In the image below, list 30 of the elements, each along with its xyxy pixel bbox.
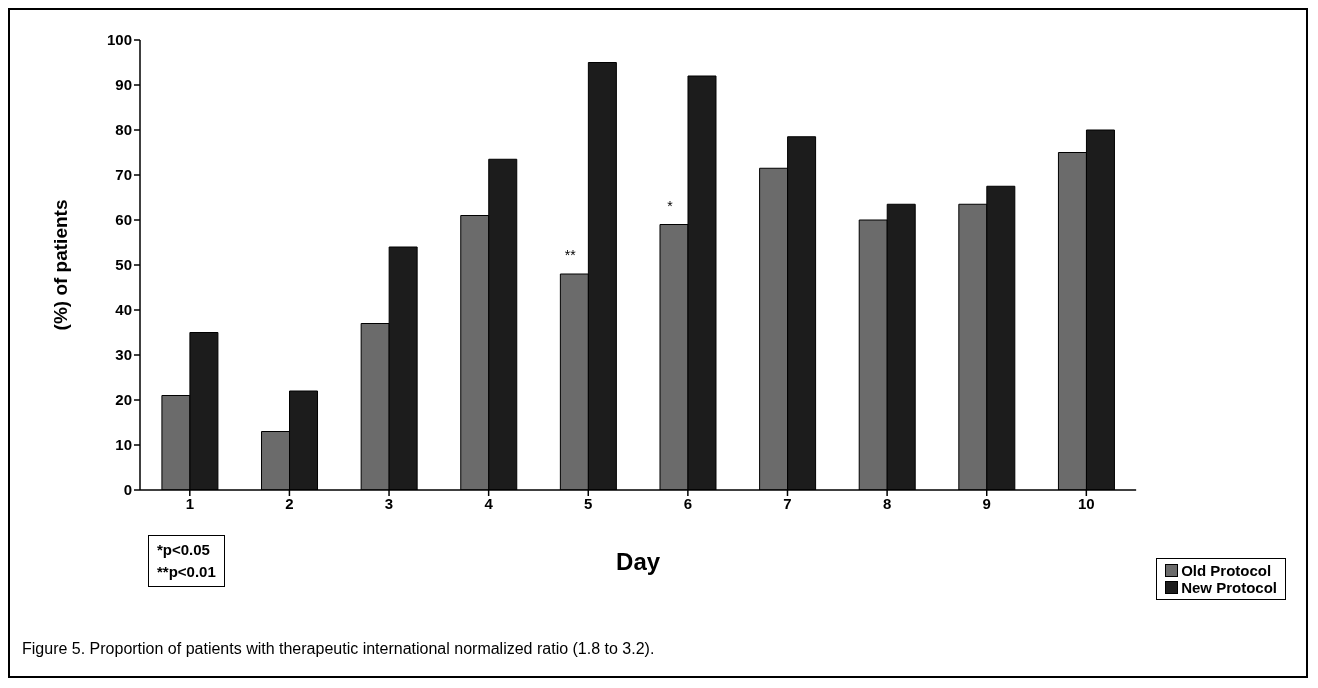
y-tick-label: 70 bbox=[115, 166, 132, 184]
x-tick-label: 9 bbox=[982, 494, 991, 512]
x-tick-label: 10 bbox=[1077, 494, 1095, 512]
x-axis-title: Day bbox=[616, 548, 661, 575]
y-tick-label: 90 bbox=[115, 76, 132, 94]
y-tick-label: 10 bbox=[115, 436, 132, 454]
y-tick-label: 50 bbox=[115, 256, 132, 274]
x-tick-label: 7 bbox=[783, 494, 792, 512]
caption: Figure 5. Proportion of patients with therapeutic international normalized ratio (1.8 to 3.2). bbox=[22, 640, 655, 658]
annotation: ** bbox=[564, 247, 577, 263]
y-tick-label: 0 bbox=[123, 481, 132, 499]
y-tick-label: 80 bbox=[115, 121, 132, 139]
x-tick-label: 8 bbox=[882, 494, 892, 512]
x-tick-label: 4 bbox=[484, 494, 494, 512]
x-tick-label: 3 bbox=[384, 494, 394, 512]
legend-label: New Protocol bbox=[1181, 579, 1277, 596]
x-tick-label: 6 bbox=[683, 494, 693, 512]
y-tick-label: 60 bbox=[115, 211, 132, 229]
x-tick-label: 5 bbox=[584, 494, 593, 512]
x-tick-label: 1 bbox=[185, 494, 194, 512]
annotation: * bbox=[667, 197, 674, 214]
y-axis-title: (%) of patients bbox=[49, 199, 71, 331]
y-tick-label: 100 bbox=[106, 31, 132, 49]
text: *p<0.05 bbox=[157, 540, 211, 560]
text: **p<0.01 bbox=[157, 562, 216, 582]
x-tick-label: 2 bbox=[285, 494, 294, 512]
legend-label: Old Protocol bbox=[1181, 562, 1272, 579]
y-tick-label: 40 bbox=[115, 301, 132, 319]
y-tick-label: 30 bbox=[115, 346, 132, 364]
y-tick-label: 20 bbox=[115, 391, 132, 409]
